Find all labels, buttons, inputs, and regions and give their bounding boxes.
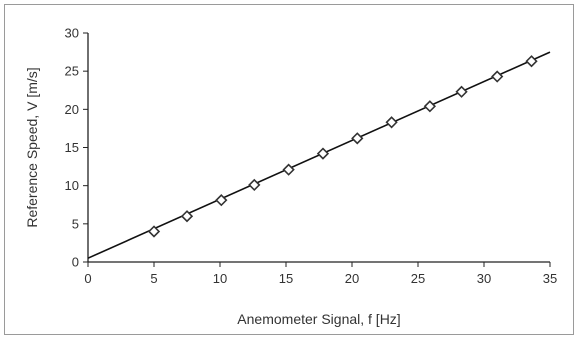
data-point: [248, 178, 261, 192]
data-point: [525, 55, 538, 68]
y-tick-label: 25: [65, 64, 79, 79]
data-point: [351, 132, 364, 145]
y-axis-title: Reference Speed, V [m/s]: [24, 67, 40, 227]
data-point: [215, 194, 228, 207]
data-point: [180, 210, 194, 223]
x-axis-title: Anemometer Signal, f [Hz]: [237, 311, 400, 327]
x-tick-label: 10: [213, 271, 227, 286]
y-tick-label: 5: [72, 216, 79, 231]
x-tick-label: 0: [84, 271, 91, 286]
y-tick-label: 30: [65, 26, 79, 41]
data-point: [491, 70, 504, 83]
y-tick-label: 15: [65, 140, 79, 155]
x-tick-label: 30: [477, 271, 491, 286]
data-point: [455, 85, 468, 98]
y-tick-label: 0: [72, 255, 79, 270]
axes: [83, 32, 551, 267]
tick-labels: 0 5 10 15 20 25 30 35 0 5 10 15 20 25 30: [65, 26, 558, 287]
data-point: [282, 163, 295, 176]
x-tick-label: 15: [279, 271, 293, 286]
y-tick-label: 10: [65, 178, 79, 193]
data-points: [147, 55, 538, 238]
data-point: [423, 100, 437, 113]
data-point: [385, 116, 398, 129]
x-tick-label: 20: [345, 271, 359, 286]
x-tick-label: 5: [150, 271, 157, 286]
x-tick-label: 35: [543, 271, 557, 286]
data-point: [147, 225, 161, 238]
x-tick-label: 25: [411, 271, 425, 286]
y-tick-label: 20: [65, 102, 79, 117]
data-point: [316, 147, 330, 160]
